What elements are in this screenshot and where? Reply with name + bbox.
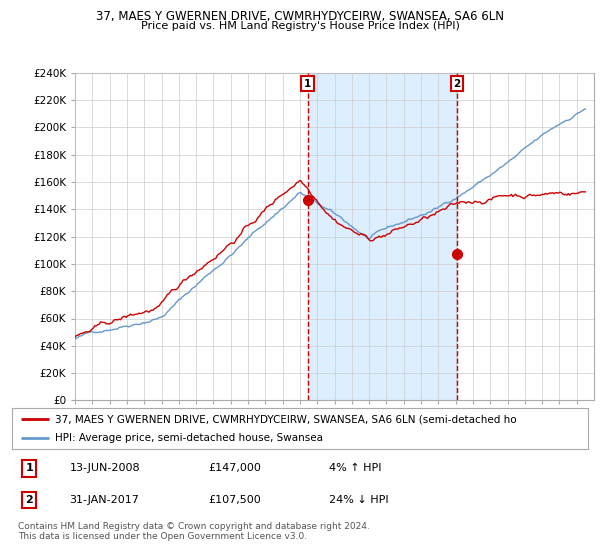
Text: 2: 2	[25, 495, 33, 505]
Text: 24% ↓ HPI: 24% ↓ HPI	[329, 495, 388, 505]
Text: HPI: Average price, semi-detached house, Swansea: HPI: Average price, semi-detached house,…	[55, 433, 323, 443]
Text: 1: 1	[304, 79, 311, 88]
Text: Contains HM Land Registry data © Crown copyright and database right 2024.
This d: Contains HM Land Registry data © Crown c…	[18, 522, 370, 542]
Text: 31-JAN-2017: 31-JAN-2017	[70, 495, 139, 505]
Text: 2: 2	[454, 79, 461, 88]
Text: 37, MAES Y GWERNEN DRIVE, CWMRHYDYCEIRW, SWANSEA, SA6 6LN (semi-detached ho: 37, MAES Y GWERNEN DRIVE, CWMRHYDYCEIRW,…	[55, 414, 517, 424]
Text: 4% ↑ HPI: 4% ↑ HPI	[329, 464, 382, 473]
Text: £147,000: £147,000	[208, 464, 261, 473]
Text: 1: 1	[25, 464, 33, 473]
Bar	[308, 73, 457, 400]
Text: 37, MAES Y GWERNEN DRIVE, CWMRHYDYCEIRW, SWANSEA, SA6 6LN: 37, MAES Y GWERNEN DRIVE, CWMRHYDYCEIRW,…	[96, 10, 504, 23]
Text: Price paid vs. HM Land Registry's House Price Index (HPI): Price paid vs. HM Land Registry's House …	[140, 21, 460, 31]
Text: 13-JUN-2008: 13-JUN-2008	[70, 464, 140, 473]
Text: £107,500: £107,500	[208, 495, 260, 505]
